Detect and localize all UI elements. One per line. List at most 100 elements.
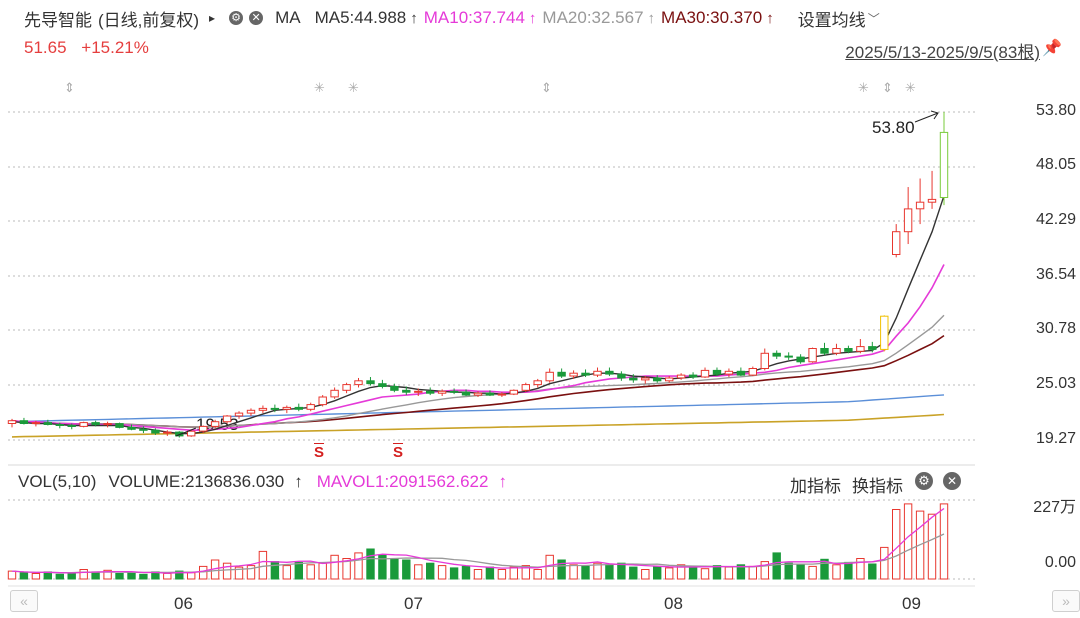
volume-bar xyxy=(700,568,710,580)
volume-bar xyxy=(354,552,363,580)
x-tick-08: 08 xyxy=(664,594,683,613)
volume-bar xyxy=(509,566,519,580)
ma30-arrow-icon: ↑ xyxy=(766,9,774,27)
volume-bar xyxy=(748,565,757,580)
candle xyxy=(772,352,781,357)
candle xyxy=(569,372,578,377)
price-tick-6: 25.03 xyxy=(1035,375,1076,392)
sell-marker[interactable]: S xyxy=(314,444,325,461)
chevron-down-icon[interactable]: ﹀ xyxy=(867,11,880,26)
event-marker-icon[interactable]: ✳ xyxy=(348,80,359,95)
volume-bar xyxy=(103,569,112,580)
scroll-left-button[interactable]: « xyxy=(10,590,38,612)
volume-bar xyxy=(318,562,327,580)
candle xyxy=(378,383,387,388)
ma20-arrow-icon: ↑ xyxy=(647,9,656,27)
volume-bar xyxy=(187,572,196,580)
volume-bar xyxy=(760,561,769,580)
volume-bar xyxy=(569,564,578,580)
volume-bar xyxy=(19,572,29,580)
volume-bar xyxy=(820,558,829,580)
candle xyxy=(91,422,100,426)
candle xyxy=(163,431,172,434)
candle xyxy=(67,425,76,427)
candle xyxy=(915,201,925,210)
candle xyxy=(617,373,626,379)
ma-settings-button[interactable]: 设置均线 xyxy=(797,10,866,30)
expand-triangle-icon[interactable]: ▸ xyxy=(209,11,216,25)
chart-header: 先导智能 (日线,前复权) ▸ ⚙ ✕ MA MA5:44.988 ↑ MA10… xyxy=(24,6,886,30)
event-marker-icon[interactable]: ✳ xyxy=(905,80,916,95)
add-indicator-button[interactable]: 加指标 xyxy=(790,477,841,496)
candle xyxy=(55,424,64,426)
candle xyxy=(43,422,52,426)
volume-bar xyxy=(557,559,566,580)
candle xyxy=(354,380,363,386)
volume-bar xyxy=(593,562,602,580)
gear-icon[interactable]: ⚙ xyxy=(915,472,933,490)
ma5-arrow-icon: ↑ xyxy=(410,9,418,27)
ma30-value: MA30:30.370 xyxy=(661,8,763,27)
pin-icon[interactable]: 📌 xyxy=(1042,40,1062,57)
candle xyxy=(700,369,710,378)
price-tick-3: 42.29 xyxy=(1035,211,1076,228)
candle xyxy=(318,396,327,406)
volume-bar xyxy=(79,569,88,580)
candle xyxy=(653,377,662,382)
candle xyxy=(724,370,734,375)
candle xyxy=(688,374,698,378)
volume-bar xyxy=(55,573,64,580)
candle xyxy=(127,426,136,430)
candle xyxy=(330,389,339,398)
volume-bar xyxy=(605,564,614,580)
candle xyxy=(832,348,841,354)
candle xyxy=(856,346,865,352)
volume-header: VOL(5,10) VOLUME:2136836.030 ↑ MAVOL1:20… xyxy=(18,472,507,492)
volume-bar xyxy=(856,558,865,580)
candle xyxy=(210,421,220,427)
candle xyxy=(31,422,41,425)
candle xyxy=(270,407,280,410)
volume-bar xyxy=(808,565,817,580)
candle xyxy=(139,428,148,431)
mavol1-arrow-icon: ↑ xyxy=(498,472,507,491)
gear-icon[interactable]: ⚙ xyxy=(229,11,244,25)
volume-bar xyxy=(796,564,805,580)
volume-bar xyxy=(449,567,459,580)
volume-bar xyxy=(629,566,638,580)
sell-marker[interactable]: S xyxy=(393,444,404,461)
candle xyxy=(19,420,29,425)
event-marker-icon[interactable]: ⇕ xyxy=(64,80,75,95)
volume-bar xyxy=(258,550,268,580)
close-icon[interactable]: ✕ xyxy=(943,472,961,490)
volume-bar xyxy=(581,565,590,580)
event-marker-icon[interactable]: ✳ xyxy=(314,80,325,95)
date-range-link[interactable]: 2025/5/13-2025/9/5(83根) xyxy=(845,43,1040,62)
candle xyxy=(868,346,877,350)
candle xyxy=(115,423,124,428)
candle xyxy=(533,380,542,386)
candle xyxy=(820,348,829,354)
volume-tick-zero: 0.00 xyxy=(1044,554,1076,571)
volume-bar xyxy=(473,569,483,580)
volume-bar xyxy=(521,565,530,580)
volume-value: VOLUME:2136836.030 xyxy=(108,472,285,491)
event-marker-icon[interactable]: ✳ xyxy=(858,80,869,95)
min-arrow xyxy=(175,427,197,437)
switch-indicator-button[interactable]: 换指标 xyxy=(852,477,903,496)
candle xyxy=(545,371,554,382)
close-icon[interactable]: ✕ xyxy=(249,11,264,25)
volume-bar xyxy=(437,565,447,580)
candle xyxy=(342,384,351,391)
candle xyxy=(103,423,112,426)
event-marker-icon[interactable]: ⇕ xyxy=(882,80,893,95)
price-change-line: 51.65 +15.21% xyxy=(24,38,149,58)
volume-bar xyxy=(246,565,256,580)
volume-bar xyxy=(199,565,208,580)
candle xyxy=(581,372,590,376)
candle xyxy=(557,371,566,377)
stock-name: 先导智能 xyxy=(24,10,92,30)
candle xyxy=(892,231,901,255)
event-marker-icon[interactable]: ⇕ xyxy=(541,80,552,95)
